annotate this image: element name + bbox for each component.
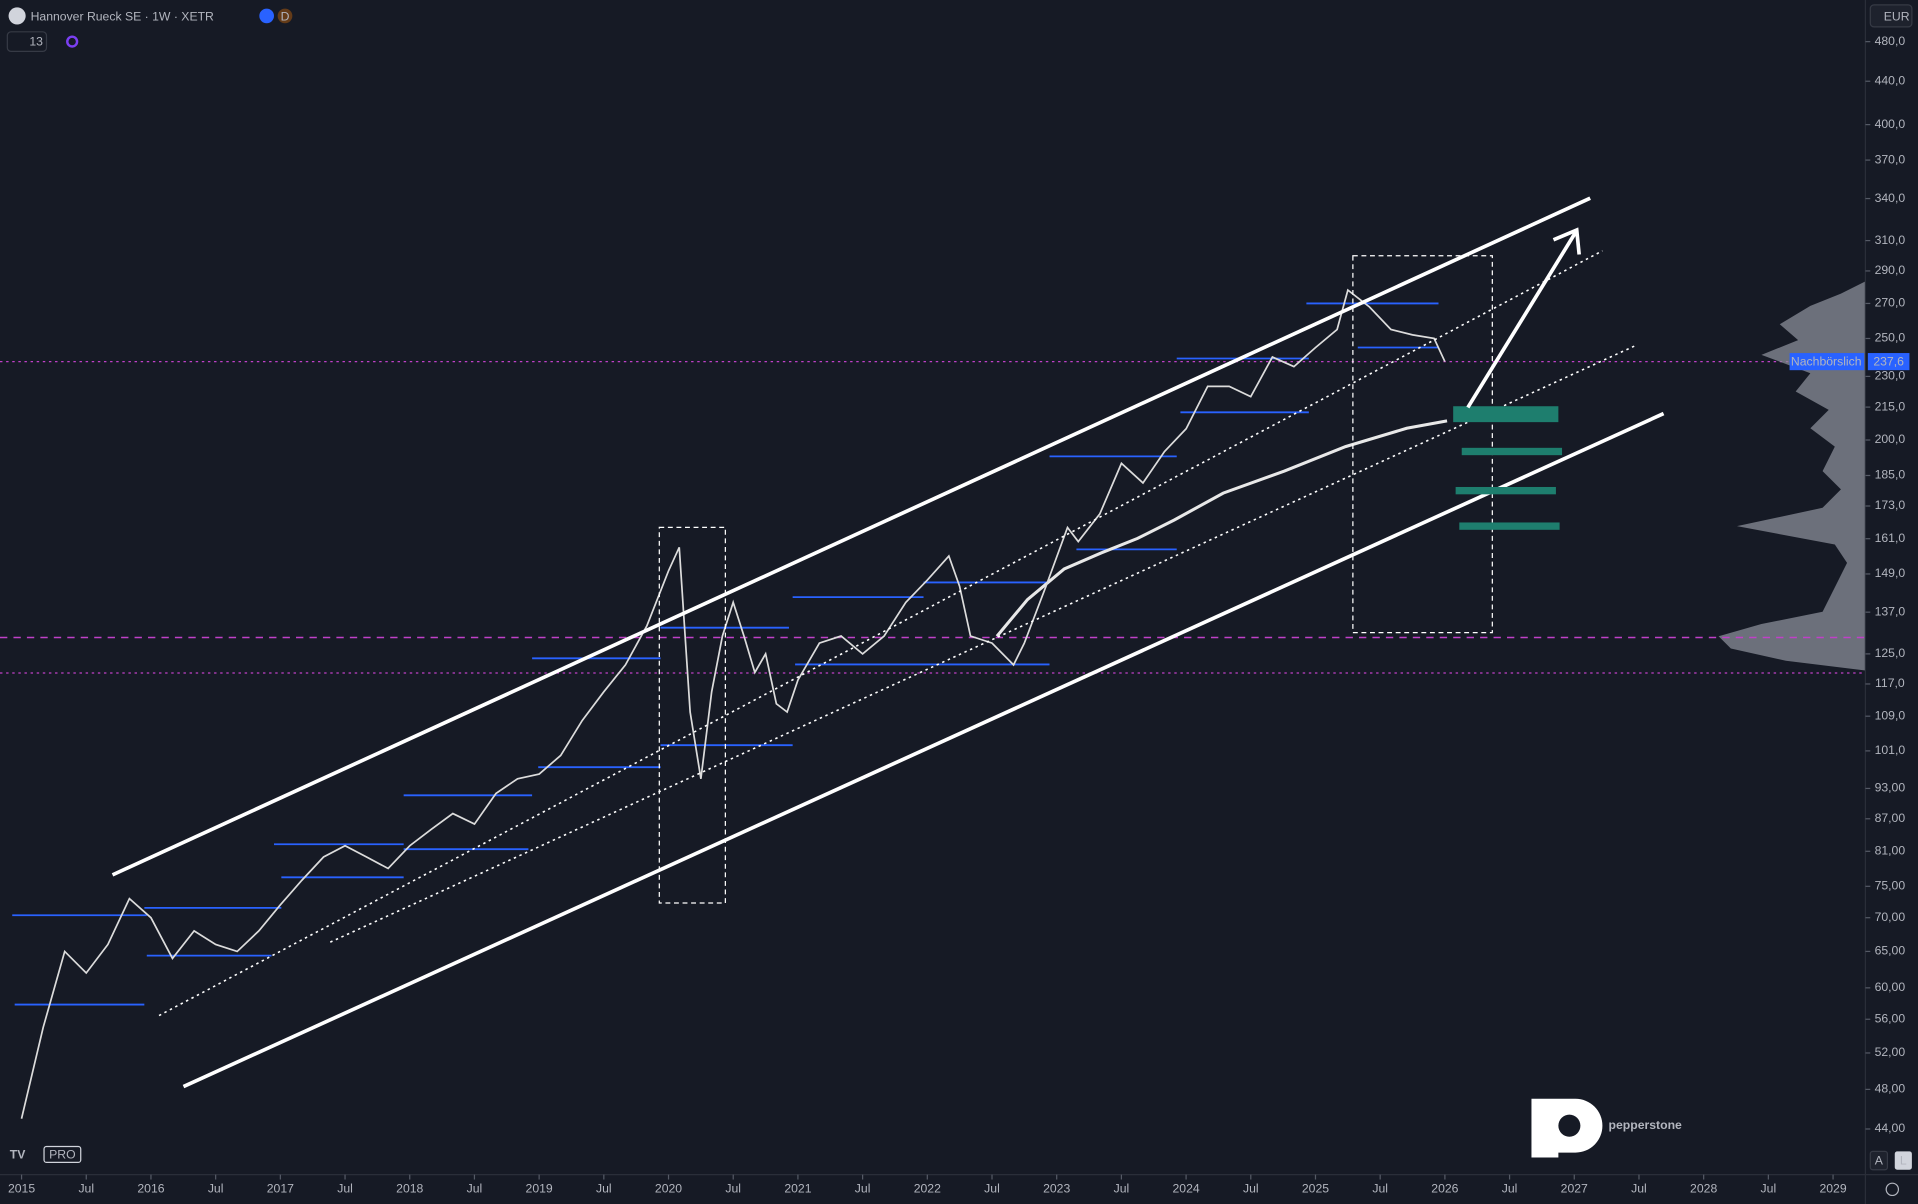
x-tick-label: 2018 [396,1182,423,1196]
x-tick-label: Jul [1243,1182,1259,1196]
last-price-tag: Nachbörslich [1791,354,1862,368]
x-tick-label: Jul [1114,1182,1130,1196]
y-tick-label: 230,0 [1875,369,1906,383]
last-price-tag-bg [1789,353,1865,371]
x-tick-label: 2025 [1302,1182,1329,1196]
indicator-count[interactable]: 13 [29,34,43,48]
y-tick-label: 173,0 [1875,498,1906,512]
y-tick-label: 70,00 [1875,910,1906,924]
scale-button-label[interactable]: L [1900,1153,1907,1167]
channel-upper [111,196,1591,877]
y-tick-label: 440,0 [1875,73,1906,87]
y-tick-label: 48,00 [1875,1082,1906,1096]
x-tick-label: Jul [1372,1182,1388,1196]
y-tick-label: 340,0 [1875,191,1906,205]
y-tick-label: 310,0 [1875,233,1906,247]
highlight-box [1352,255,1493,634]
currency-button[interactable] [1869,4,1913,28]
x-tick-label: Jul [467,1182,483,1196]
y-tick-label: 480,0 [1875,34,1906,48]
x-tick-label: Jul [725,1182,741,1196]
y-tick-label: 161,0 [1875,531,1906,545]
y-tick-label: 56,00 [1875,1011,1906,1025]
target-zones [1453,406,1563,530]
x-tick-label: 2019 [526,1182,553,1196]
tv-badge: PRO [49,1147,75,1161]
x-tick-label: 2020 [655,1182,682,1196]
price-line [20,288,1446,1119]
indicator-icon [66,35,79,48]
y-tick-label: 60,00 [1875,980,1906,994]
x-tick-label: 2026 [1431,1182,1458,1196]
moving-average [995,419,1448,638]
x-tick-label: Jul [337,1182,353,1196]
y-tick-label: 109,0 [1875,708,1906,722]
x-tick-label: 2021 [784,1182,811,1196]
x-tick-label: Jul [596,1182,612,1196]
symbol-title: Hannover Rueck SE · 1W · XETR [31,9,214,23]
x-tick-label: Jul [78,1182,94,1196]
y-tick-label: 65,00 [1875,944,1906,958]
y-tick-label: 370,0 [1875,152,1906,166]
y-tick-label: 400,0 [1875,117,1906,131]
x-tick-label: Jul [1761,1182,1777,1196]
y-tick-label: 75,00 [1875,879,1906,893]
x-tick-label: 2016 [137,1182,164,1196]
status-icon [259,8,274,24]
y-tick-label: 93,00 [1875,781,1906,795]
badge-bg [277,8,293,24]
scale-button-label[interactable]: A [1875,1153,1884,1167]
x-tick-label: Jul [208,1182,224,1196]
indicator-toggle[interactable] [6,31,48,53]
y-tick-label: 250,0 [1875,331,1906,345]
x-tick-label: 2023 [1043,1182,1070,1196]
scale-button[interactable] [1894,1151,1912,1170]
volume-profile [1718,281,1866,671]
y-tick-label: 200,0 [1875,432,1906,446]
projection-arrow [1466,227,1581,409]
channel-mid-lower [329,344,1637,943]
tv-badge-box [43,1145,82,1164]
x-tick-label: Jul [984,1182,1000,1196]
x-tick-label: 2017 [267,1182,294,1196]
tv-logo: TV [10,1147,26,1161]
y-tick-label: 117,0 [1875,676,1905,690]
interval-badge: D [281,9,290,23]
x-tick-label: 2027 [1561,1182,1588,1196]
x-tick-label: 2024 [1173,1182,1200,1196]
y-tick-label: 125,0 [1875,646,1906,660]
x-tick-label: 2022 [914,1182,941,1196]
y-tick-label: 81,00 [1875,844,1906,858]
x-tick-label: Jul [855,1182,871,1196]
y-tick-label: 149,0 [1875,566,1906,580]
highlight-box [658,526,726,904]
channel-lower [182,411,1665,1089]
x-tick-label: Jul [1631,1182,1647,1196]
y-tick-label: 101,0 [1875,743,1906,757]
settings-icon[interactable] [1885,1182,1900,1197]
brand-name: pepperstone [1609,1118,1683,1132]
brand-logo-hole [1558,1114,1581,1137]
scale-button[interactable] [1869,1150,1889,1171]
last-price-label-bg [1867,353,1910,371]
x-tick-label: 2029 [1819,1182,1846,1196]
y-tick-label: 270,0 [1875,296,1906,310]
y-tick-label: 290,0 [1875,263,1906,277]
y-tick-label: 44,00 [1875,1121,1906,1135]
y-tick-label: 52,00 [1875,1045,1906,1059]
x-tick-label: 2028 [1690,1182,1717,1196]
y-tick-label: 137,0 [1875,604,1906,618]
y-tick-label: 87,00 [1875,811,1906,825]
last-price-label: 237,6 [1873,354,1904,368]
y-tick-label: 185,0 [1875,468,1906,482]
currency[interactable]: EUR [1884,9,1910,23]
y-tick-label: 215,0 [1875,399,1906,413]
x-tick-label: 2015 [8,1182,35,1196]
symbol-logo [8,7,26,25]
x-tick-label: Jul [1502,1182,1518,1196]
